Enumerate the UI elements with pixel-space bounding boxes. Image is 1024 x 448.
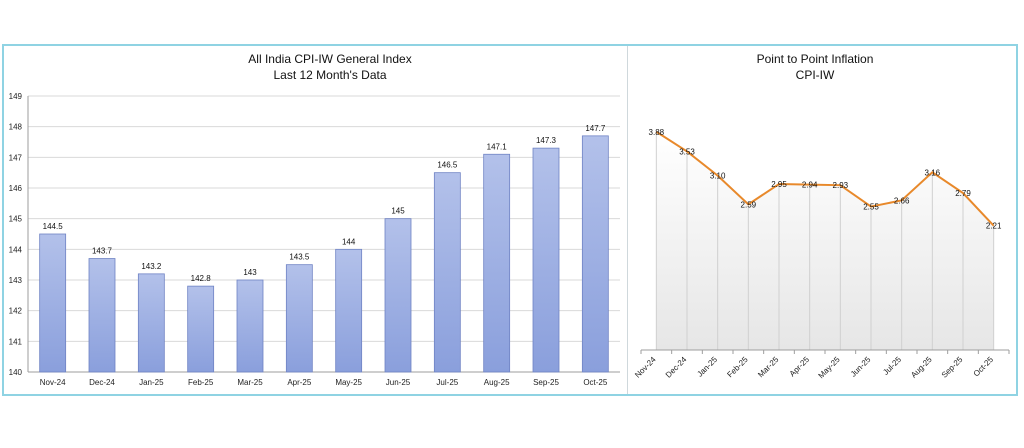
bar [532,147,560,373]
right-chart-subtitle: CPI-IW [795,68,835,82]
bar-value-label: 147.7 [585,124,606,133]
line-x-tick-label: Jan-25 [695,355,719,379]
bar [285,264,313,373]
bar-y-tick-label: 142 [9,307,23,316]
bar [384,218,412,373]
bar-x-tick-label: Jan-25 [139,378,164,387]
bar [433,172,461,373]
line-value-label: 3.16 [925,168,941,177]
line-value-label: 2.66 [894,196,910,205]
bar [187,285,215,373]
bar-x-tick-label: Jul-25 [436,378,458,387]
bar [483,153,511,373]
bar-value-label: 143 [243,268,257,277]
bar [236,279,264,373]
bar [39,233,67,373]
line-value-label: 2.95 [771,180,787,189]
line-x-tick-label: Nov-24 [633,355,658,380]
bar-y-tick-label: 143 [9,276,23,285]
line-x-tick-label: Dec-24 [664,355,689,380]
bar-x-tick-label: Apr-25 [287,378,312,387]
left-chart-title: All India CPI-IW General Index [248,52,412,66]
line-value-label: 2.21 [986,222,1002,231]
bar-value-label: 143.2 [141,262,162,271]
bar-y-tick-label: 149 [9,92,23,101]
panel-divider [627,46,628,394]
line-x-tick-label: Jun-25 [849,355,873,379]
line-x-tick-label: Mar-25 [756,355,781,380]
bar-x-tick-label: Jun-25 [386,378,411,387]
line-value-label: 2.94 [802,181,818,190]
bar-x-tick-label: Dec-24 [89,378,115,387]
bar-value-label: 145 [391,207,405,216]
bar-value-label: 144.5 [43,222,64,231]
line-value-label: 2.93 [833,181,849,190]
bar-x-tick-label: Sep-25 [533,378,559,387]
left-chart-title-block: All India CPI-IW General Index Last 12 M… [180,51,480,83]
bar-y-tick-label: 147 [9,153,23,162]
bar [88,258,116,373]
bar-y-tick-label: 140 [9,368,23,377]
line-x-tick-label: Feb-25 [725,355,750,380]
bar-x-tick-label: Aug-25 [484,378,510,387]
bar-y-tick-label: 141 [9,337,23,346]
bar-x-tick-label: Nov-24 [40,378,66,387]
bar-x-tick-label: Mar-25 [237,378,263,387]
line-value-label: 3.10 [710,172,726,181]
bar-value-label: 143.7 [92,247,113,256]
line-value-label: 2.55 [863,203,879,212]
bar-value-label: 142.8 [191,274,212,283]
inflation-series-line [655,130,995,227]
bar-x-tick-label: Feb-25 [188,378,214,387]
bar-value-label: 143.5 [289,253,310,262]
bar-value-label: 146.5 [437,161,458,170]
bar-y-tick-label: 144 [9,245,23,254]
bar-value-label: 147.1 [487,142,508,151]
bar-y-tick-label: 146 [9,184,23,193]
left-chart-subtitle: Last 12 Month's Data [273,68,387,82]
line-x-tick-label: Sep-25 [940,355,965,380]
line-value-label: 2.59 [741,200,757,209]
bar-x-tick-label: May-25 [335,378,362,387]
line-x-tick-label: Apr-25 [788,355,812,379]
line-x-tick-label: Jul-25 [881,355,903,377]
bar-value-label: 147.3 [536,136,557,145]
bar [137,273,165,373]
line-x-tick-label: Oct-25 [972,355,996,379]
right-chart-title: Point to Point Inflation [756,52,874,66]
bar-y-tick-label: 148 [9,123,23,132]
bar-value-label: 144 [342,237,356,246]
line-value-label: 3.53 [679,147,695,156]
bar-y-tick-label: 145 [9,215,23,224]
line-value-label: 3.88 [649,128,665,137]
line-x-tick-label: May-25 [817,355,843,381]
bar-x-tick-label: Oct-25 [583,378,608,387]
line-area-fill [656,131,994,350]
bar [581,135,609,373]
bar [335,248,363,373]
line-x-tick-label: Aug-25 [909,355,934,380]
right-chart-title-block: Point to Point Inflation CPI-IW [700,51,930,83]
line-value-label: 2.79 [955,189,971,198]
